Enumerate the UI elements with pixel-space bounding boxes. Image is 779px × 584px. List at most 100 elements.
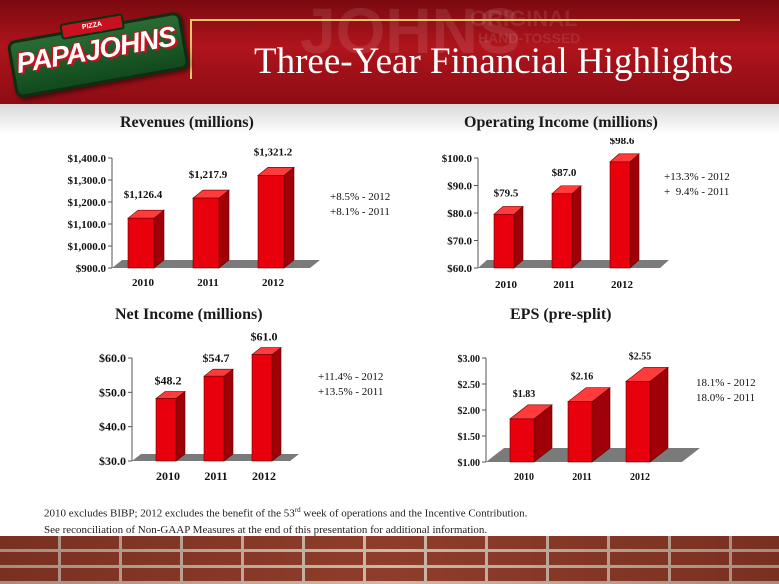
bar <box>567 401 593 463</box>
x-tick-label: 2012 <box>630 472 650 483</box>
x-tick-label: 2012 <box>252 469 276 483</box>
y-tick-label: $1.50 <box>458 432 481 443</box>
data-label: $87.0 <box>552 167 577 179</box>
footnote-superscript: rd <box>294 506 301 514</box>
background-word: ORIGINAL <box>470 6 578 31</box>
bar-side <box>283 166 295 269</box>
x-tick-label: 2010 <box>495 279 518 291</box>
chart-title-operating-income: Operating Income (millions) <box>464 114 658 131</box>
y-tick-label: $2.00 <box>458 406 481 417</box>
data-label: $79.5 <box>494 187 519 199</box>
y-tick-label: $70.0 <box>447 236 472 248</box>
x-tick-label: 2011 <box>553 279 574 291</box>
x-tick-label: 2010 <box>156 469 180 483</box>
y-tick-label: $1,100.0 <box>68 219 107 231</box>
data-label: $48.2 <box>155 374 182 388</box>
net-income-growth: +11.4% - 2012 +13.5% - 2011 <box>318 370 383 400</box>
gold-rule <box>190 19 740 21</box>
y-tick-label: $60.0 <box>99 351 126 365</box>
data-label: $1,217.9 <box>189 169 228 181</box>
net-income-chart: $30.0 $40.0 $50.0 $60.0 $48.2 2010 $54.7 2011 $6… <box>99 330 299 483</box>
y-tick-label: $900.0 <box>76 263 107 275</box>
y-tick-label: $100.0 <box>442 153 473 165</box>
bar-side <box>271 346 282 462</box>
operating-income-growth: +13.3% - 2012 + 9.4% - 2011 <box>664 170 730 200</box>
y-tick-label: $40.0 <box>99 420 126 434</box>
bar <box>493 214 515 269</box>
bar <box>257 175 285 269</box>
operating-income-chart: $60.0 $70.0 $80.0 $90.0 $100.0 $79.5 2010 $87.0… <box>442 138 669 291</box>
data-label: $1,321.2 <box>254 146 293 158</box>
footnote-text: 2010 excludes BIBP; 2012 excludes the be… <box>44 507 295 520</box>
footnote-line-1: 2010 excludes BIBP; 2012 excludes the be… <box>44 502 527 522</box>
page-title: Three-Year Financial Highlights <box>254 41 734 82</box>
growth-2011: 18.0% - 2011 <box>696 392 756 404</box>
bar-side <box>223 368 234 462</box>
bar-side <box>649 366 669 463</box>
x-tick-label: 2011 <box>572 472 591 483</box>
header-shadow-band <box>0 104 779 134</box>
y-tick-label: $1,400.0 <box>68 153 107 165</box>
x-tick-label: 2012 <box>611 279 634 291</box>
bar <box>192 197 220 269</box>
brick-wall-shade <box>0 536 779 584</box>
growth-2011: +8.1% - 2011 <box>330 206 390 218</box>
bar-side <box>218 189 230 269</box>
y-tick-label: $30.0 <box>99 454 126 468</box>
y-tick-label: $90.0 <box>447 181 472 193</box>
data-label: $2.16 <box>571 372 594 383</box>
growth-2012: +11.4% - 2012 <box>318 371 384 383</box>
growth-2011: + 9.4% - 2011 <box>664 186 730 198</box>
eps-growth: 18.1% - 2012 18.0% - 2011 <box>696 376 756 406</box>
gold-rule-vertical <box>190 19 192 79</box>
bar-side <box>571 185 582 269</box>
bar <box>551 193 573 269</box>
y-tick-label: $1,200.0 <box>68 197 107 209</box>
footnote: 2010 excludes BIBP; 2012 excludes the be… <box>44 502 527 538</box>
y-tick-label: $1,300.0 <box>68 175 107 187</box>
x-tick-label: 2011 <box>197 277 218 289</box>
background-word: HAND-TOSSED <box>478 30 581 46</box>
eps-chart: $1.00 $1.50 $2.00 $2.50 $3.00 $1.83 2010 $2.16 2… <box>458 351 700 483</box>
bar <box>509 418 535 463</box>
data-label: $61.0 <box>251 330 278 344</box>
data-label: $54.7 <box>203 351 230 365</box>
bar <box>127 217 155 269</box>
papa-johns-logo: PIZZA PAPAJOHNS <box>5 3 190 104</box>
y-tick-label: $80.0 <box>447 208 472 220</box>
growth-2012: +8.5% - 2012 <box>330 191 391 203</box>
revenues-chart: $900.0 $1,000.0 $1,100.0 $1,200.0 $1,300.0 $1… <box>68 146 320 289</box>
x-tick-label: 2010 <box>514 472 534 483</box>
bar-side <box>175 390 186 462</box>
y-tick-label: $50.0 <box>99 385 126 399</box>
footnote-line-2: See reconciliation of Non-GAAP Measures … <box>44 523 488 536</box>
x-tick-label: 2012 <box>262 277 285 289</box>
y-tick-label: $3.00 <box>458 354 481 365</box>
data-label: $1.83 <box>513 389 536 400</box>
chart-title-revenues: Revenues (millions) <box>120 114 254 131</box>
data-label: $2.55 <box>629 351 652 362</box>
growth-2012: +13.3% - 2012 <box>664 171 730 183</box>
x-tick-label: 2010 <box>132 277 155 289</box>
bar-side <box>153 209 165 269</box>
growth-2011: +13.5% - 2011 <box>318 386 384 398</box>
bar <box>155 398 177 462</box>
data-label: $98.6 <box>610 138 635 147</box>
background-word: JOHNS <box>300 0 521 67</box>
brick-wall-footer <box>0 536 779 584</box>
bar <box>625 381 651 463</box>
bar <box>251 354 273 462</box>
y-tick-label: $60.0 <box>447 263 472 275</box>
x-tick-label: 2011 <box>204 469 227 483</box>
bar-side <box>513 205 524 269</box>
growth-2012: 18.1% - 2012 <box>696 377 756 389</box>
revenues-growth: +8.5% - 2012 +8.1% - 2011 <box>330 190 390 220</box>
bar <box>203 375 225 462</box>
chart-title-net-income: Net Income (millions) <box>115 306 263 323</box>
y-tick-label: $1.00 <box>458 458 481 469</box>
bar <box>609 161 631 269</box>
bar-side <box>629 153 640 269</box>
footnote-text: week of operations and the Incentive Con… <box>300 507 528 520</box>
header-banner: JOHNS ORIGINAL HAND-TOSSED PIZZA PAPAJOH… <box>0 0 779 104</box>
data-label: $1,126.4 <box>124 189 163 201</box>
